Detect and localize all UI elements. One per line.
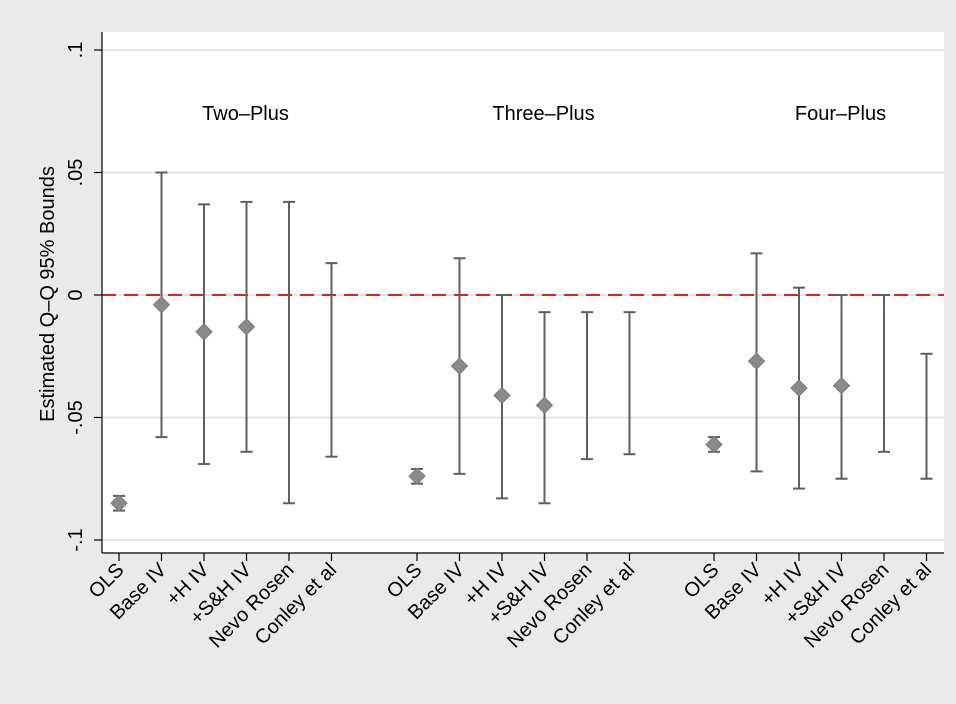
point-estimate <box>237 318 256 336</box>
y-tick-label: 0 <box>65 289 87 300</box>
point-estimate <box>705 435 723 454</box>
point-estimate <box>747 352 766 370</box>
group-title: Four–Plus <box>795 103 886 125</box>
point-estimate <box>832 376 851 395</box>
point-estimate <box>450 357 469 375</box>
y-tick-label: .1 <box>65 42 87 59</box>
y-tick-label: .05 <box>65 159 87 187</box>
point-estimate <box>152 296 171 314</box>
point-estimate <box>195 323 213 341</box>
series-marks <box>110 171 933 512</box>
y-tick-label: -.05 <box>65 400 87 434</box>
point-estimate <box>408 467 426 486</box>
y-axis-title: Estimated Q–Q 95% Bounds <box>37 166 59 422</box>
point-estimate <box>535 396 554 414</box>
group-title: Two–Plus <box>202 103 289 125</box>
point-estimate <box>110 494 128 512</box>
point-estimate <box>493 386 511 405</box>
plot-area <box>102 32 944 553</box>
point-estimate <box>790 379 808 397</box>
axes <box>94 32 944 561</box>
y-tick-label: -.1 <box>65 528 87 551</box>
group-title: Three–Plus <box>492 103 594 125</box>
